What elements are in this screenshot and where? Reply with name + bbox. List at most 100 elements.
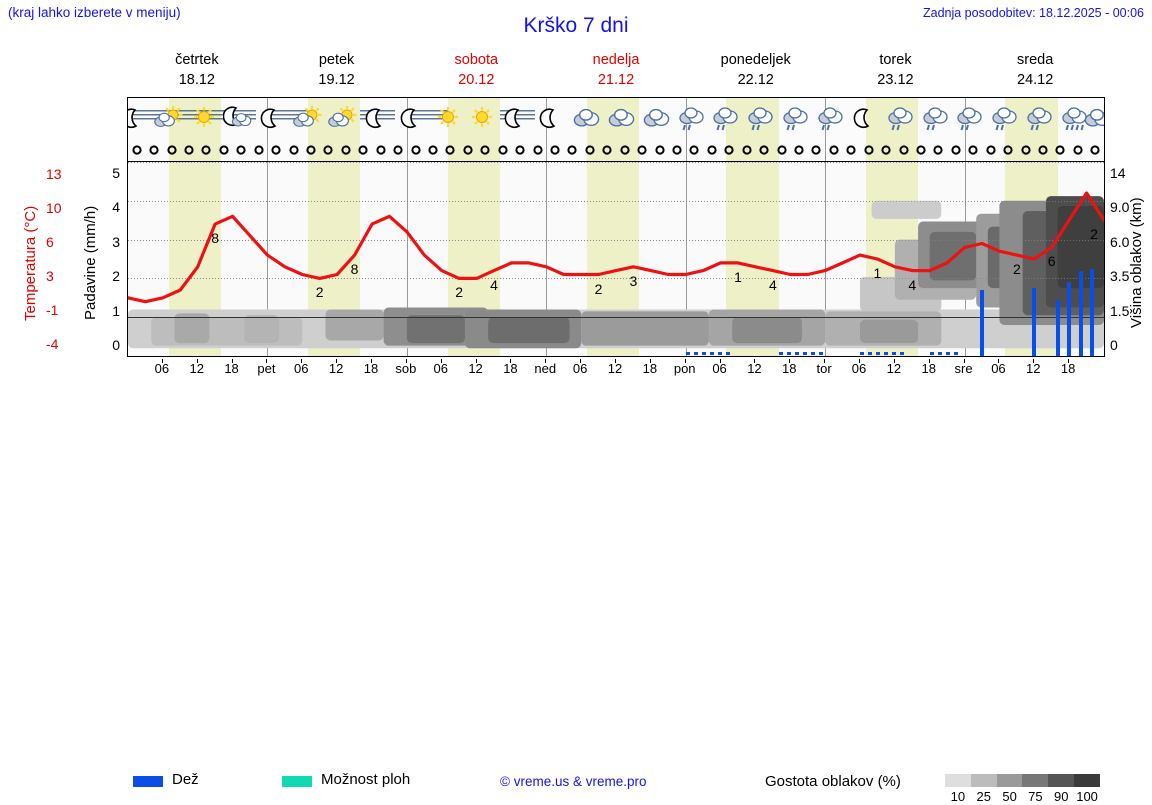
cloud-density-tick-label: 100 (1076, 789, 1098, 804)
x-tick-label: ned (534, 361, 557, 376)
x-tick-label: 06 (433, 361, 448, 376)
calm-wind-icon (319, 139, 337, 161)
cloud-density-tick-label: 90 (1054, 789, 1069, 804)
day-separator (825, 139, 827, 161)
x-tick-mark (336, 359, 338, 363)
day-name: ponedeljek (720, 52, 791, 68)
calm-wind-icon (633, 139, 651, 161)
moon-icon (363, 98, 393, 139)
x-tick-mark (649, 359, 651, 363)
cloud-rain-icon (1025, 98, 1055, 139)
chart-legend: Dež Možnost ploh © vreme.us & vreme.pro … (0, 385, 1152, 804)
x-tick-label: tor (816, 361, 832, 376)
daylight-band (1005, 139, 1058, 161)
x-tick-label: 18 (1060, 361, 1076, 376)
showers-legend-swatch (282, 776, 312, 787)
rain-bar (1032, 288, 1037, 356)
calm-wind-icon (616, 139, 634, 161)
temperature-tick-label: -4 (46, 336, 59, 352)
x-tick-mark (963, 359, 965, 363)
calm-wind-icon (773, 139, 791, 161)
x-tick-label: pet (257, 361, 276, 376)
calm-wind-icon (999, 139, 1017, 161)
x-tick-label: sre (954, 361, 973, 376)
calm-wind-icon (197, 139, 215, 161)
cloud-density-tick-label: 25 (976, 789, 991, 804)
calm-wind-icon (1051, 139, 1069, 161)
sun-cloud-icon (293, 98, 323, 139)
calm-wind-icon (163, 139, 181, 161)
precipitation-tick-label: 0 (112, 337, 120, 353)
calm-wind-icon (807, 139, 825, 161)
moon-cloud-icon (223, 98, 253, 139)
x-tick-mark (196, 359, 198, 363)
cloud-height-tick-label: 9.0 (1110, 199, 1130, 216)
cloud-density-tick-label: 50 (1002, 789, 1017, 804)
sun-cloud-icon (153, 98, 184, 139)
x-tick-mark (475, 359, 477, 363)
x-tick-mark (684, 359, 686, 363)
day-name: torek (879, 52, 912, 68)
day-header-3: sobota 20.12 (406, 50, 546, 92)
daylight-band (308, 139, 361, 161)
sun-icon (189, 98, 219, 139)
day-header-6: torek 23.12 (826, 50, 966, 92)
moon-icon (851, 98, 881, 139)
x-tick-mark (893, 359, 895, 363)
x-tick-mark (440, 359, 442, 363)
temperature-value-label: 4 (908, 276, 917, 293)
calm-wind-icon (232, 139, 250, 161)
calm-wind-icon (285, 139, 303, 161)
day-separator (546, 162, 548, 356)
x-tick-mark (231, 359, 233, 363)
temperature-value-label: 4 (490, 276, 498, 293)
gridline-overlay (128, 162, 1104, 163)
gridline-overlay (128, 240, 1104, 241)
day-separator (685, 139, 687, 161)
precipitation-tick-label: 2 (112, 268, 120, 285)
precipitation-tick-label: 5 (112, 165, 120, 181)
rain-bar (980, 290, 984, 356)
rain-legend-label: Dež (172, 771, 199, 788)
cloud-density-swatch-25 (970, 774, 997, 787)
calm-wind-icon (703, 139, 721, 161)
location-menu-note: (kraj lahko izberete v meniju) (8, 5, 181, 20)
calm-wind-icon (1017, 139, 1035, 161)
x-tick-mark (510, 359, 512, 363)
x-tick-mark (928, 359, 930, 363)
temperature-value-label: 2 (594, 280, 603, 297)
x-tick-label: 12 (189, 361, 204, 376)
rain-legend-swatch (133, 776, 163, 787)
cloud-rain-icon (677, 98, 707, 139)
calm-wind-icon (964, 139, 982, 161)
moon-icon (128, 98, 149, 139)
day-name: petek (318, 52, 355, 68)
day-header-1: četrtek 18.12 (127, 50, 267, 92)
cloud-density-swatch-50 (996, 774, 1023, 787)
x-tick-label: 12 (468, 361, 483, 376)
temperature-value-label: 1 (873, 265, 882, 281)
calm-wind-icon (598, 139, 616, 161)
day-header-7: sreda 24.12 (965, 50, 1105, 92)
cloud-rain-icon (781, 98, 811, 139)
precipitation-tick-label: 3 (112, 233, 120, 250)
day-separator (546, 139, 548, 161)
copyright-label: © vreme.us & vreme.pro (500, 774, 647, 789)
x-tick-mark (998, 359, 1000, 363)
day-date: 19.12 (318, 72, 355, 88)
calm-wind-icon (215, 139, 233, 161)
x-tick-mark (371, 359, 372, 363)
temperature-value-label: 4 (768, 276, 777, 293)
forecast-chart: 8 2 8 2 4 2 3 1 4 1 4 2 6 2 (127, 161, 1105, 357)
shower-indicator (685, 352, 733, 355)
cloud-height-tick-label: 0 (1110, 337, 1118, 353)
calm-wind-icon (354, 139, 372, 161)
temperature-tick-label: 10 (46, 200, 62, 216)
calm-wind-icon (494, 139, 512, 161)
calm-wind-icon (720, 139, 738, 161)
cloud-height-tick-label: 6.0 (1110, 233, 1130, 250)
cloud-density-swatch-10 (945, 774, 971, 787)
cloud-height-tick-label: 14 (1110, 165, 1126, 181)
temperature-value-label: 2 (315, 284, 324, 301)
rain-bar (1090, 268, 1095, 356)
